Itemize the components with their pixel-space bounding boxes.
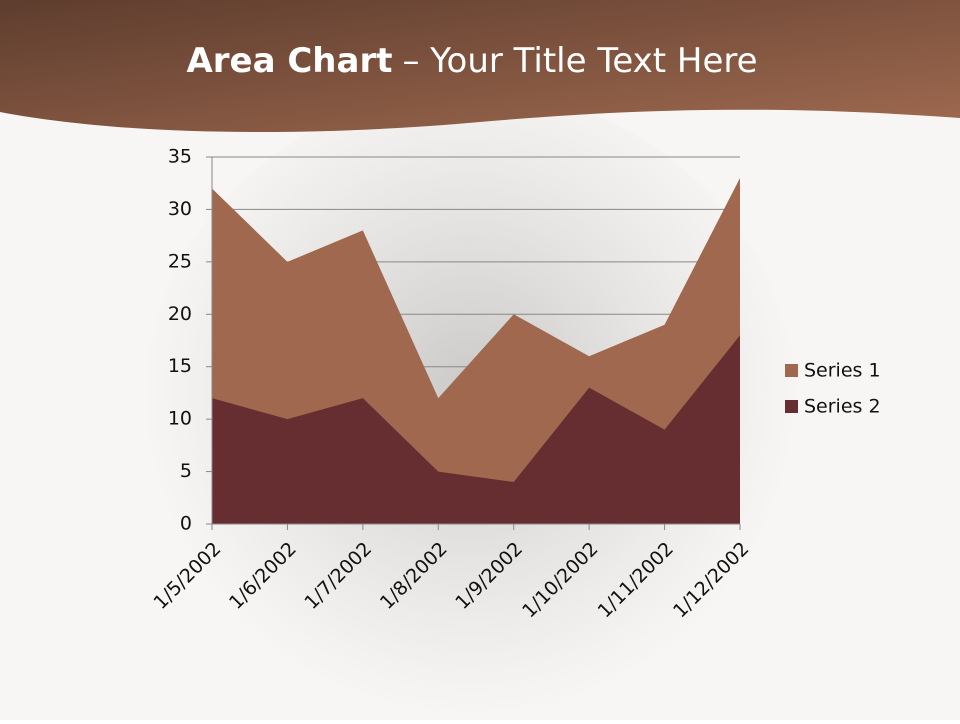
y-tick-label: 30 — [168, 198, 192, 220]
y-tick-label: 0 — [180, 513, 192, 535]
y-tick-label: 25 — [168, 250, 192, 272]
title-bold: Area Chart — [186, 41, 392, 81]
y-tick-label: 20 — [168, 303, 192, 325]
legend-label: Series 2 — [804, 396, 881, 418]
legend-label: Series 1 — [804, 360, 881, 382]
title-rest: – Your Title Text Here — [402, 41, 757, 81]
y-tick-label: 35 — [168, 146, 192, 168]
y-tick-label: 10 — [168, 408, 192, 430]
legend-swatch — [785, 400, 798, 413]
y-tick-label: 15 — [168, 355, 192, 377]
legend-swatch — [785, 364, 798, 377]
y-tick-label: 5 — [180, 460, 192, 482]
area — [212, 335, 740, 524]
header-band — [0, 0, 960, 133]
slide-title: Area Chart – Your Title Text Here — [186, 41, 757, 81]
